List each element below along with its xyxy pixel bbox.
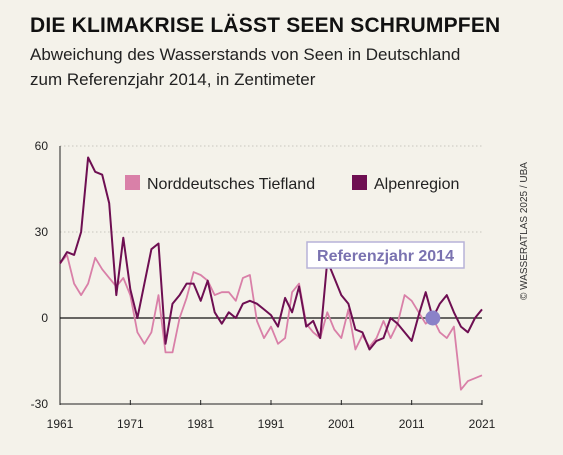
legend-label-1: Norddeutsches Tiefland <box>147 176 315 193</box>
series-line-alpenregion <box>59 156 483 351</box>
series-line-norddeutsches-tiefland <box>59 253 483 391</box>
chart-subtitle-line1: Abweichung des Wasserstands von Seen in … <box>30 45 461 64</box>
x-tick-label-2011: 2011 <box>399 417 425 431</box>
reference-point-marker <box>425 310 441 326</box>
y-tick-label-60: 60 <box>35 139 49 153</box>
x-tick-label-2021: 2021 <box>469 417 496 431</box>
legend-label-2: Alpenregion <box>374 176 459 193</box>
x-tick-label-2001: 2001 <box>328 417 355 431</box>
y-tick-label-30: 30 <box>35 225 49 239</box>
chart-panel <box>0 0 540 455</box>
y-tick-label--30: -30 <box>31 397 49 411</box>
reference-label: Referenzjahr 2014 <box>317 248 454 265</box>
credit-text: © WASSERATLAS 2025 / UBA <box>519 162 530 300</box>
x-tick-label-1961: 1961 <box>47 417 74 431</box>
x-tick-label-1981: 1981 <box>187 417 214 431</box>
x-tick-label-1971: 1971 <box>117 417 144 431</box>
chart-subtitle-line2: zum Referenzjahr 2014, in Zentimeter <box>30 70 316 89</box>
legend-swatch-2 <box>352 175 367 190</box>
legend-swatch-1 <box>125 175 140 190</box>
reference-label-box <box>306 241 465 269</box>
x-tick-label-1991: 1991 <box>258 417 285 431</box>
chart-title: DIE KLIMAKRISE LÄSST SEEN SCHRUMPFEN <box>30 14 501 37</box>
y-tick-label-0: 0 <box>41 311 48 325</box>
